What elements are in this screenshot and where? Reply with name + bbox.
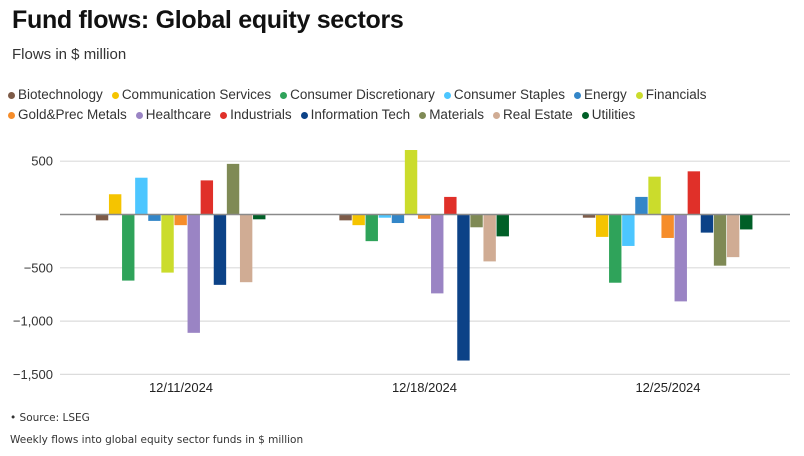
bar-gold-prec-metals-3: Gold&Prec Metals 12/25/2024: -220: [661, 214, 674, 238]
x-tick-label: 12/11/2024: [149, 380, 213, 395]
bar-consumer-staples-1: Consumer Staples 12/11/2024: 345: [135, 177, 148, 215]
bar-real-estate-2: Real Estate 12/18/2024: -440: [483, 214, 496, 262]
bar-biotechnology-2: Biotechnology 12/18/2024: -55: [339, 214, 352, 221]
legend-item-materials: Materials: [419, 105, 484, 125]
legend-label: Information Tech: [310, 107, 411, 122]
legend-dot-icon: [573, 91, 581, 99]
legend-label: Healthcare: [145, 107, 212, 122]
legend-dot-icon: [443, 91, 451, 99]
bar-gold-prec-metals-2: Gold&Prec Metals 12/18/2024: -40: [417, 214, 431, 219]
legend-label: Financials: [645, 87, 707, 102]
bar-industrials-1: Industrials 12/11/2024: 320: [200, 180, 214, 215]
legend-label: Communication Services: [121, 87, 272, 102]
legend-dot-icon: [8, 111, 15, 119]
bar-gold-prec-metals-1: Gold&Prec Metals 12/11/2024: -100: [174, 214, 187, 226]
bar-consumer-staples-3: Consumer Staples 12/25/2024: -295: [622, 214, 635, 246]
bar-biotechnology-1: Biotechnology 12/11/2024: -55: [95, 214, 109, 221]
bar-energy-2: Energy 12/18/2024: -80: [391, 214, 405, 224]
bar-consumer-discretionary-2: Consumer Discretionary 12/18/2024: -250: [365, 214, 378, 242]
bar-utilities-2: Utilities 12/18/2024: -205: [496, 214, 509, 237]
bar-healthcare-3: Healthcare 12/25/2024: -815: [674, 214, 687, 302]
legend-label: Energy: [583, 87, 627, 102]
legend-label: Materials: [429, 107, 484, 122]
bar-real-estate-3: Real Estate 12/25/2024: -400: [726, 214, 740, 258]
bar-materials-2: Materials 12/18/2024: -120: [470, 214, 483, 228]
footnote: Weekly flows into global equity sector f…: [10, 434, 304, 446]
bar-financials-3: Financials 12/25/2024: 355: [648, 176, 661, 215]
bar-industrials-3: Industrials 12/25/2024: 405: [687, 171, 701, 215]
bar-communication-services-2: Communication Services 12/18/2024: -100: [352, 214, 365, 226]
legend-label: Consumer Staples: [453, 87, 565, 102]
bar-materials-3: Materials 12/25/2024: -480: [713, 214, 727, 266]
legend-item-real-estate: Real Estate: [492, 105, 573, 125]
legend-item-utilities: Utilities: [581, 105, 636, 125]
legend-dot-icon: [8, 91, 15, 99]
legend-dot-icon: [300, 111, 308, 119]
bar-consumer-discretionary-1: Consumer Discretionary 12/11/2024: -620: [122, 214, 135, 281]
legend-item-financials: Financials: [635, 85, 707, 105]
bar-industrials-2: Industrials 12/18/2024: 165: [444, 196, 457, 215]
bar-information-tech-1: Information Tech 12/11/2024: -660: [213, 214, 227, 285]
bar-financials-1: Financials 12/11/2024: -545: [161, 214, 174, 273]
legend-item-biotechnology: Biotechnology: [8, 85, 103, 105]
legend-dot-icon: [111, 91, 119, 99]
bar-healthcare-1: Healthcare 12/11/2024: -1110: [187, 214, 200, 333]
legend-item-healthcare: Healthcare: [135, 105, 212, 125]
y-tick-label: −500: [24, 260, 53, 275]
legend-item-information-tech: Information Tech: [300, 105, 411, 125]
chart-subtitle: Flows in $ million: [12, 46, 127, 63]
legend-label: Consumer Discretionary: [290, 87, 435, 102]
legend-label: Gold&Prec Metals: [18, 107, 127, 122]
legend-dot-icon: [419, 111, 427, 119]
bar-utilities-3: Utilities 12/25/2024: -140: [740, 214, 753, 230]
legend-item-industrials: Industrials: [220, 105, 292, 125]
legend-dot-icon: [492, 111, 500, 119]
legend-row-2: Gold&Prec Metals Healthcare Industrials …: [8, 105, 798, 125]
x-axis-ticks: 12/11/2024 12/18/2024 12/25/2024: [149, 380, 701, 395]
bar-materials-1: Materials 12/11/2024: 475: [226, 163, 240, 215]
legend-item-gold-prec-metals: Gold&Prec Metals: [8, 105, 127, 125]
bar-information-tech-2: Information Tech 12/18/2024: -1370: [457, 214, 470, 361]
bar-healthcare-2: Healthcare 12/18/2024: -740: [431, 214, 444, 294]
y-tick-label: 500: [31, 154, 53, 169]
gridlines: [60, 160, 790, 375]
legend-item-energy: Energy: [573, 85, 627, 105]
legend-label: Industrials: [230, 107, 292, 122]
legend-item-communication-services: Communication Services: [111, 85, 272, 105]
legend-row-1: Biotechnology Communication Services Con…: [8, 85, 798, 105]
legend-dot-icon: [220, 111, 228, 119]
bar-consumer-discretionary-3: Consumer Discretionary 12/25/2024: -640: [609, 214, 622, 283]
y-tick-label: −1,500: [13, 367, 53, 382]
bar-energy-3: Energy 12/25/2024: 165: [635, 196, 648, 215]
bar-utilities-1: Utilities 12/11/2024: -45: [253, 214, 266, 220]
legend-label: Utilities: [591, 107, 636, 122]
bar-communication-services-3: Communication Services 12/25/2024: -210: [595, 214, 609, 237]
legend-dot-icon: [135, 111, 143, 119]
legend-item-consumer-discretionary: Consumer Discretionary: [280, 85, 435, 105]
bar-real-estate-1: Real Estate 12/11/2024: -635: [239, 214, 253, 283]
x-tick-label: 12/25/2024: [635, 380, 700, 395]
legend-dot-icon: [280, 91, 288, 99]
bar-energy-1: Energy 12/11/2024: -60: [148, 214, 161, 221]
legend-label: Biotechnology: [18, 87, 103, 102]
bar-financials-2: Financials 12/18/2024: 605: [404, 150, 418, 215]
source-note: • Source: LSEG: [10, 412, 90, 424]
bar-consumer-staples-2: Consumer Staples 12/18/2024: -30: [378, 214, 392, 218]
y-axis-ticks: 500 −500 −1,000 −1,500: [13, 154, 53, 382]
bar-biotechnology-3: Biotechnology 12/25/2024: -30: [582, 214, 596, 218]
chart-title: Fund flows: Global equity sectors: [12, 6, 404, 34]
bar-chart: Biotechnology 12/11/2024: -55Communicati…: [13, 150, 790, 395]
bar-communication-services-1: Communication Services 12/11/2024: 190: [108, 194, 122, 215]
x-tick-label: 12/18/2024: [392, 380, 457, 395]
bar-information-tech-3: Information Tech 12/25/2024: -170: [700, 214, 714, 233]
legend-label: Real Estate: [502, 107, 573, 122]
y-tick-label: −1,000: [13, 314, 53, 329]
legend-dot-icon: [581, 111, 589, 119]
legend: Biotechnology Communication Services Con…: [8, 85, 798, 125]
bars: Biotechnology 12/11/2024: -55Communicati…: [95, 150, 753, 361]
legend-dot-icon: [635, 91, 643, 99]
legend-item-consumer-staples: Consumer Staples: [443, 85, 565, 105]
